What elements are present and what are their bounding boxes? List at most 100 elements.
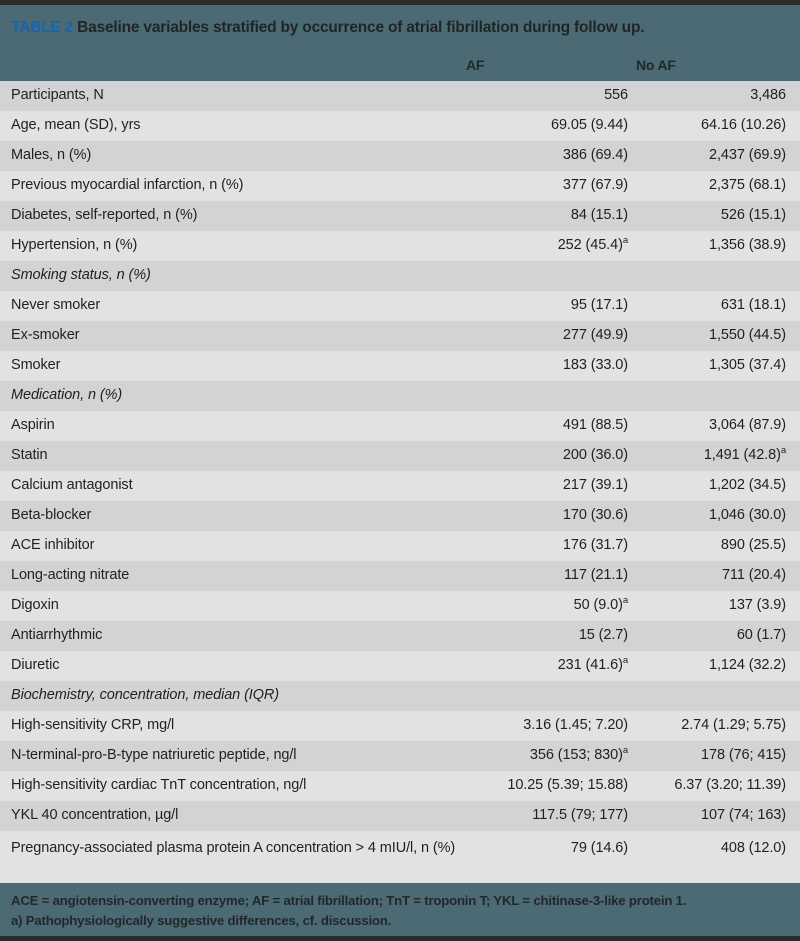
row-value-af-text: 50 (9.0) — [573, 597, 623, 614]
row-value-af: 117.5 (79; 177) — [466, 805, 636, 826]
row-value-no-af-text: 2,437 (69.9) — [709, 147, 786, 164]
row-value-af: 3.16 (1.45; 7.20) — [466, 715, 636, 736]
row-value-no-af: 408 (12.0) — [636, 838, 790, 859]
row-value-no-af-text: 64.16 (10.26) — [701, 117, 786, 134]
row-variable-label: Diabetes, self-reported, n (%) — [11, 207, 198, 224]
row-variable-label: Males, n (%) — [11, 147, 92, 164]
row-variable-label: Calcium antagonist — [11, 477, 133, 494]
row-value-af-text: 386 (69.4) — [562, 147, 628, 164]
footnote-abbreviations: ACE = angiotensin-converting enzyme; AF … — [11, 893, 687, 908]
row-value-af-text: 3.16 (1.45; 7.20) — [523, 717, 628, 734]
row-value-af-text: 183 (33.0) — [562, 357, 628, 374]
row-value-no-af: 711 (20.4) — [636, 565, 790, 586]
row-value-no-af-text: 2,375 (68.1) — [709, 177, 786, 194]
row-variable-label: Beta-blocker — [11, 507, 92, 524]
row-variable-label: N-terminal-pro-B-type natriuretic peptid… — [11, 747, 297, 764]
row-value-no-af-text: 1,550 (44.5) — [709, 327, 786, 344]
row-value-af-text: 491 (88.5) — [562, 417, 628, 434]
row-value-no-af-text: 526 (15.1) — [720, 207, 786, 224]
table-row: YKL 40 concentration, µg/l 117.5 (79; 177… — [0, 801, 800, 831]
table-row: Smoker 183 (33.0) 1,305 (37.4) — [0, 351, 800, 381]
row-value-no-af-text: 1,046 (30.0) — [709, 507, 786, 524]
row-variable-label: Smoking status, n (%) — [11, 267, 151, 284]
table-row: Statin 200 (36.0) 1,491 (42.8)a — [0, 441, 800, 471]
column-header-af: AF — [466, 57, 485, 73]
row-value-no-af-text: 1,491 (42.8) — [703, 447, 781, 464]
footnote-marker: a — [622, 595, 628, 607]
row-value-af-text: 356 (153; 830) — [529, 747, 623, 764]
row-value-af-text: 117.5 (79; 177) — [532, 807, 628, 824]
row-value-af: 170 (30.6) — [466, 505, 636, 526]
footnote-marker-a: a) Pathophysiologically suggestive diffe… — [11, 913, 392, 929]
row-value-af: 69.05 (9.44) — [466, 115, 636, 136]
row-value-no-af: 2,437 (69.9) — [636, 145, 790, 166]
row-variable-label: Antiarrhythmic — [11, 627, 103, 644]
table-footnotes: ACE = angiotensin-converting enzyme; AF … — [0, 883, 800, 936]
row-value-no-af: 1,491 (42.8)a — [636, 445, 790, 466]
row-variable-label: Pregnancy-associated plasma protein A co… — [11, 840, 456, 856]
row-variable-label: Diuretic — [11, 657, 60, 674]
table-row: Calcium antagonist 217 (39.1) 1,202 (34.5) — [0, 471, 800, 501]
row-variable-label: ACE inhibitor — [11, 537, 95, 554]
row-value-af: 200 (36.0) — [466, 445, 636, 466]
row-value-af: 231 (41.6)a — [466, 655, 636, 676]
row-value-no-af: 2,375 (68.1) — [636, 175, 790, 196]
row-variable-label: Statin — [11, 447, 48, 464]
row-value-af: 277 (49.9) — [466, 325, 636, 346]
table-row: Males, n (%) 386 (69.4) 2,437 (69.9) — [0, 141, 800, 171]
row-value-no-af: 137 (3.9) — [636, 595, 790, 616]
row-value-no-af-text: 1,202 (34.5) — [709, 477, 786, 494]
row-value-af-text: 117 (21.1) — [563, 567, 628, 584]
table-row: Pregnancy-associated plasma protein A co… — [0, 831, 800, 883]
row-variable-label: Digoxin — [11, 597, 59, 614]
row-value-af-text: 84 (15.1) — [570, 207, 628, 224]
row-value-no-af-text: 1,305 (37.4) — [709, 357, 786, 374]
table-row: N-terminal-pro-B-type natriuretic peptid… — [0, 741, 800, 771]
row-variable-label: Ex-smoker — [11, 327, 80, 344]
row-value-no-af: 64.16 (10.26) — [636, 115, 790, 136]
row-value-af: 176 (31.7) — [466, 535, 636, 556]
row-value-af-text: 15 (2.7) — [578, 627, 628, 644]
row-value-no-af: 1,550 (44.5) — [636, 325, 790, 346]
table-body: Participants, N 556 3,486 Age, mean (SD), y… — [0, 81, 800, 883]
row-value-af: 556 — [466, 85, 636, 106]
row-value-af-text: 252 (45.4) — [557, 237, 623, 254]
row-value-no-af: 1,356 (38.9) — [636, 235, 790, 256]
row-value-af: 79 (14.6) — [466, 838, 636, 859]
column-header-no-af: No AF — [636, 57, 676, 73]
row-variable-label: Medication, n (%) — [11, 387, 123, 404]
row-value-af: 183 (33.0) — [466, 355, 636, 376]
row-value-no-af: 2.74 (1.29; 5.75) — [636, 715, 790, 736]
row-value-af-text: 176 (31.7) — [562, 537, 628, 554]
row-value-af-text: 217 (39.1) — [562, 477, 628, 494]
row-value-af: 84 (15.1) — [466, 205, 636, 226]
footnote-marker: a — [622, 745, 628, 757]
row-value-no-af: 1,046 (30.0) — [636, 505, 790, 526]
row-value-no-af: 1,305 (37.4) — [636, 355, 790, 376]
row-variable-label: YKL 40 concentration, µg/l — [11, 807, 179, 824]
row-value-af-text: 556 — [604, 87, 628, 104]
table-row: Previous myocardial infarction, n (%) 377… — [0, 171, 800, 201]
row-value-af-text: 231 (41.6) — [557, 657, 623, 674]
row-value-no-af-text: 1,124 (32.2) — [709, 657, 786, 674]
row-value-no-af: 178 (76; 415) — [636, 745, 790, 766]
caption-description: Baseline variables stratified by occurre… — [77, 19, 645, 36]
row-variable-label: Biochemistry, concentration, median (IQR… — [11, 687, 280, 704]
row-value-no-af-text: 3,486 — [750, 87, 786, 104]
row-value-no-af: 890 (25.5) — [636, 535, 790, 556]
row-value-af-text: 277 (49.9) — [562, 327, 628, 344]
table-row: Aspirin 491 (88.5) 3,064 (87.9) — [0, 411, 800, 441]
row-value-af-text: 95 (17.1) — [570, 297, 628, 314]
row-value-no-af-text: 60 (1.7) — [736, 627, 786, 644]
table-row: High-sensitivity cardiac TnT concentrati… — [0, 771, 800, 801]
row-variable-label: Smoker — [11, 357, 61, 374]
table-row: Long-acting nitrate 117 (21.1) 711 (20.4) — [0, 561, 800, 591]
row-value-no-af-text: 178 (76; 415) — [701, 747, 786, 764]
row-value-af: 386 (69.4) — [466, 145, 636, 166]
row-value-no-af: 6.37 (3.20; 11.39) — [636, 775, 790, 796]
row-value-no-af: 631 (18.1) — [636, 295, 790, 316]
row-value-no-af-text: 3,064 (87.9) — [709, 417, 786, 434]
footnote-marker: a — [622, 655, 628, 667]
row-variable-label: Previous myocardial infarction, n (%) — [11, 177, 244, 194]
